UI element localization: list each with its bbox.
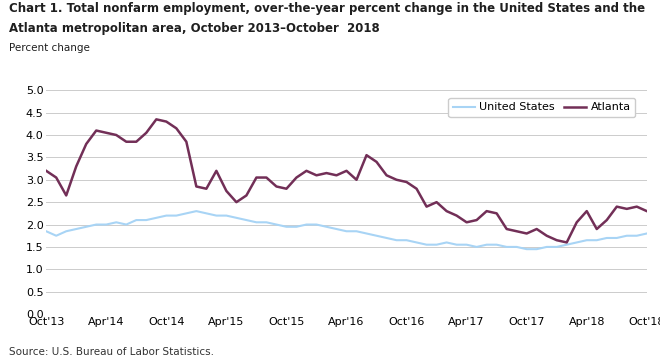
Atlanta: [42, 169, 50, 173]
Line: Atlanta: Atlanta: [46, 119, 647, 243]
Atlanta: [192, 184, 200, 189]
United States: [583, 238, 591, 242]
Text: Source: U.S. Bureau of Labor Statistics.: Source: U.S. Bureau of Labor Statistics.: [9, 347, 214, 357]
United States: [192, 209, 200, 213]
United States: [162, 213, 170, 218]
United States: [182, 211, 190, 216]
Atlanta: [152, 117, 160, 122]
United States: [412, 240, 420, 245]
Line: United States: United States: [46, 211, 647, 249]
Atlanta: [172, 126, 180, 130]
Text: Atlanta metropolitan area, October 2013–October  2018: Atlanta metropolitan area, October 2013–…: [9, 22, 379, 35]
United States: [42, 229, 50, 234]
United States: [643, 231, 651, 236]
Text: Percent change: Percent change: [9, 43, 90, 53]
Text: Chart 1. Total nonfarm employment, over-the-year percent change in the United St: Chart 1. Total nonfarm employment, over-…: [9, 2, 645, 15]
Atlanta: [563, 240, 571, 245]
Atlanta: [412, 187, 420, 191]
Atlanta: [643, 209, 651, 213]
Atlanta: [583, 209, 591, 213]
Atlanta: [263, 175, 271, 180]
Atlanta: [372, 160, 380, 164]
United States: [263, 220, 271, 225]
United States: [523, 247, 531, 251]
Legend: United States, Atlanta: United States, Atlanta: [448, 98, 635, 117]
United States: [372, 234, 380, 238]
